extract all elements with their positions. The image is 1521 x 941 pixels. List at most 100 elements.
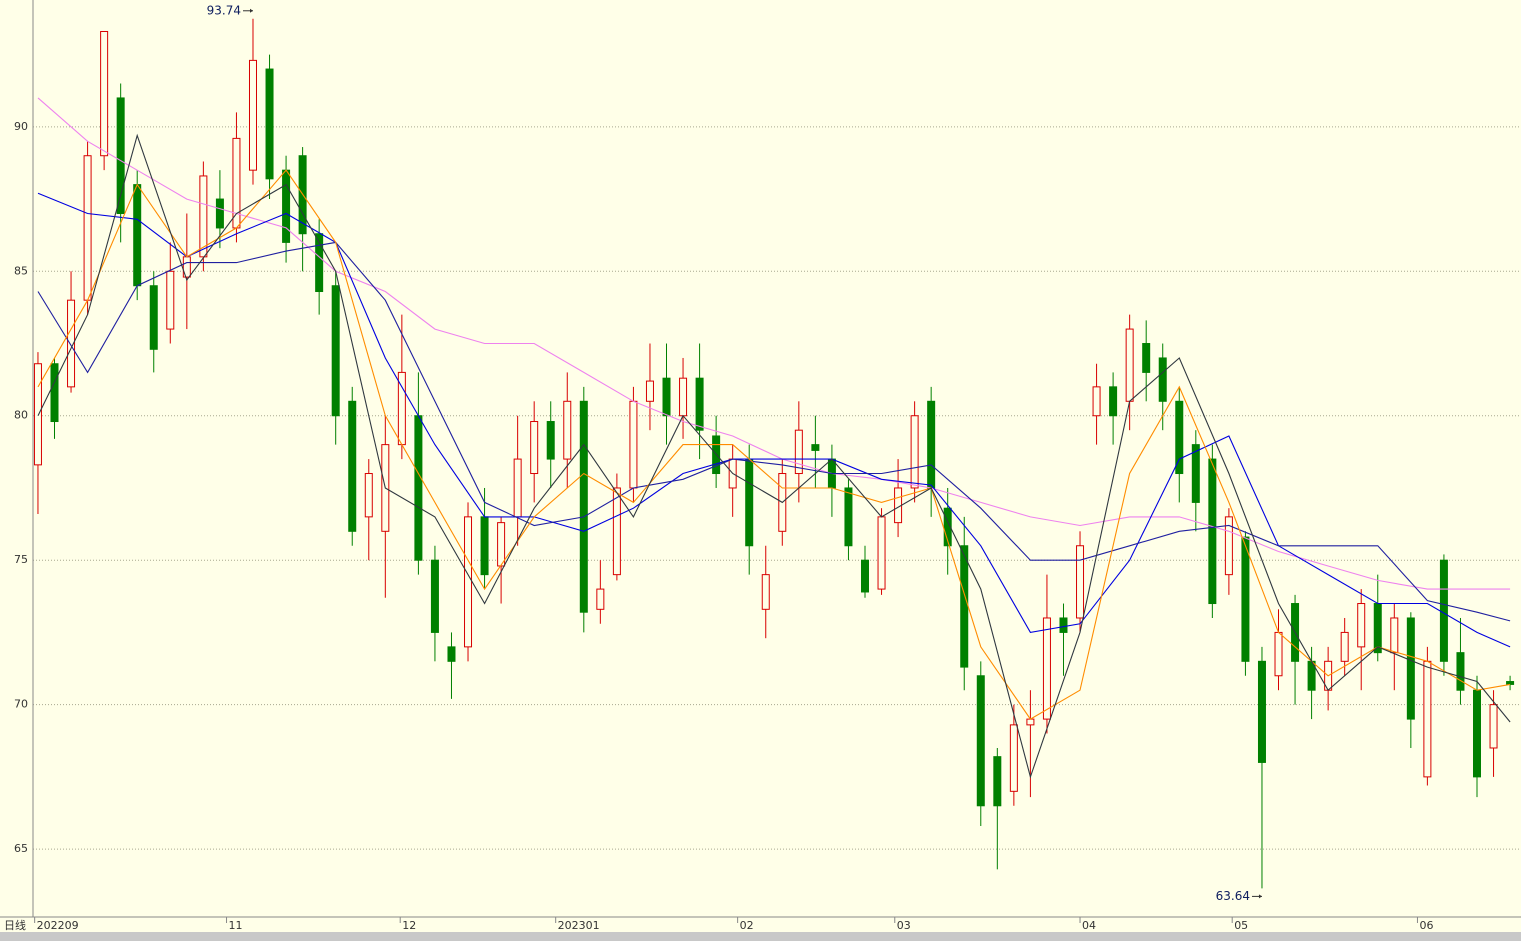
candle-body — [1042, 617, 1051, 720]
ma-line — [37, 241, 1511, 622]
y-tick-label: 90 — [14, 120, 28, 133]
candle-body — [315, 233, 324, 293]
period-label: 日线 — [4, 918, 26, 932]
candle-body — [265, 68, 274, 180]
x-tick-label: 04 — [1082, 919, 1096, 932]
annotation-arrowhead — [249, 8, 253, 13]
candle-body — [927, 400, 936, 489]
candle-body — [811, 444, 820, 451]
candle-body — [480, 516, 489, 576]
x-tick-label: 06 — [1419, 919, 1433, 932]
candle-body — [1489, 704, 1498, 749]
y-tick-label: 85 — [14, 264, 28, 277]
candle-body — [1357, 603, 1366, 648]
candle-body — [67, 299, 76, 388]
extreme-label: 93.74 — [207, 3, 241, 17]
ma-line — [37, 133, 1511, 779]
candle-body — [414, 415, 423, 561]
candle-body — [662, 377, 671, 417]
x-tick-label: 03 — [897, 919, 911, 932]
candle-body — [83, 155, 92, 301]
extreme-label: 63.64 — [1216, 889, 1250, 903]
candle-body — [877, 516, 886, 590]
candle-body — [1241, 536, 1250, 662]
candle-body — [1009, 724, 1018, 792]
candle-body — [1059, 617, 1068, 633]
candle-body — [1158, 357, 1167, 402]
candle-body — [629, 400, 638, 489]
candle-body — [1473, 689, 1482, 778]
x-tick-label: 05 — [1234, 919, 1248, 932]
candle-body — [546, 421, 555, 460]
candle-body — [1142, 343, 1151, 373]
candle-body — [1175, 400, 1184, 475]
candle-body — [1274, 631, 1283, 677]
candle-body — [993, 756, 1002, 807]
candle-body — [1390, 617, 1399, 654]
x-tick-label: 11 — [229, 919, 243, 932]
candle-body — [215, 198, 224, 229]
candle-body — [579, 400, 588, 613]
candle-body — [563, 400, 572, 460]
candle-body — [1439, 559, 1448, 662]
candle-body — [1092, 386, 1101, 417]
candle-body — [960, 545, 969, 668]
candle-body — [794, 429, 803, 475]
candle-body — [1224, 516, 1233, 576]
candle-body — [1125, 328, 1134, 402]
candle-body — [1109, 386, 1118, 417]
candle-body — [596, 588, 605, 610]
candle-body — [166, 270, 175, 330]
candle-body — [282, 169, 291, 243]
candle-body — [116, 97, 125, 215]
candle-body — [331, 285, 340, 417]
candle-body — [464, 516, 473, 648]
candle-body — [1076, 545, 1085, 619]
candle-body — [1406, 617, 1415, 720]
candle-body — [364, 473, 373, 518]
candle-body — [497, 522, 506, 567]
candle-body — [645, 380, 654, 402]
candle-body — [860, 559, 869, 593]
annotation-arrowhead — [1258, 894, 1262, 899]
candle-body — [447, 646, 456, 662]
x-tick-label: 12 — [402, 919, 416, 932]
candle-body — [1208, 458, 1217, 605]
candle-body — [1373, 603, 1382, 654]
candle-body — [133, 184, 142, 287]
candle-body — [100, 30, 109, 157]
candle-body — [1191, 444, 1200, 503]
candle-body — [530, 421, 539, 475]
candle-body — [50, 363, 59, 423]
x-tick-label: 02 — [740, 919, 754, 932]
candle-body — [679, 377, 688, 417]
candle-body — [976, 675, 985, 807]
candle-body — [248, 59, 257, 171]
ma-line — [37, 169, 1511, 720]
candle-body — [149, 285, 158, 350]
candle-body — [430, 559, 439, 633]
candle-body — [513, 458, 522, 518]
candle-body — [1340, 631, 1349, 662]
y-tick-label: 65 — [14, 842, 28, 855]
candle-body — [844, 487, 853, 547]
x-tick-label: 202209 — [37, 919, 79, 932]
candle-body — [1506, 681, 1515, 685]
candle-body — [199, 175, 208, 258]
status-strip — [0, 932, 1521, 941]
candle-body — [745, 458, 754, 547]
candle-body — [1456, 652, 1465, 691]
candle-body — [1257, 660, 1266, 763]
candle-body — [943, 507, 952, 547]
candle-body — [761, 574, 770, 610]
candle-body — [1026, 718, 1035, 726]
candle-body — [1423, 660, 1432, 778]
candle-body — [695, 377, 704, 431]
candle-body — [348, 400, 357, 532]
candle-body — [910, 415, 919, 489]
x-tick-label: 202301 — [558, 919, 600, 932]
candle-body — [612, 487, 621, 576]
